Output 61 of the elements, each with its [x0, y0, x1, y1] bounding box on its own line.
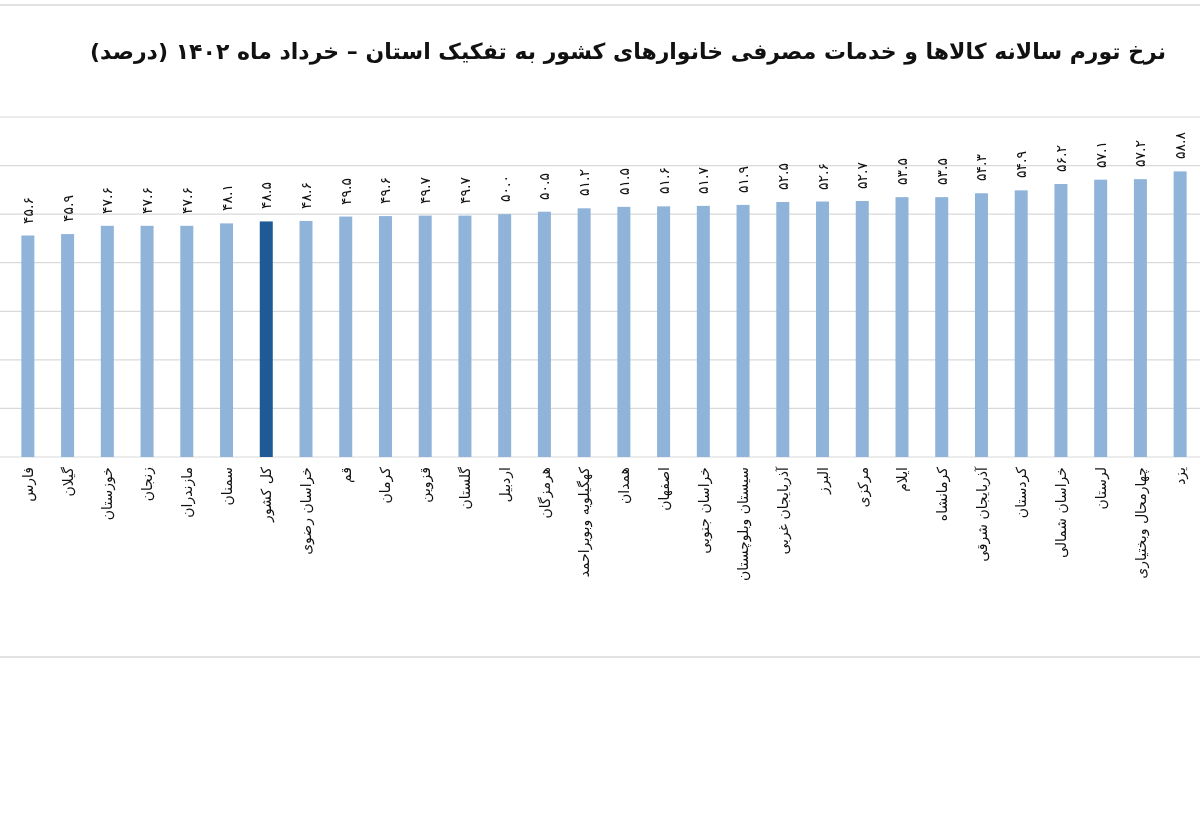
data-label: ۴۹.۶ — [377, 177, 394, 205]
data-label: ۵۰.۵ — [536, 172, 553, 200]
data-label: ۴۹.۷ — [456, 176, 473, 204]
x-tick-label: قم — [337, 467, 354, 484]
x-tick-label: کرمان — [377, 467, 394, 504]
x-tick-label: گیلان — [59, 467, 76, 497]
data-label: ۵۳.۵ — [933, 158, 950, 186]
x-tick-label: خراسان رضوی — [298, 467, 314, 555]
data-label: ۵۲.۵ — [774, 162, 791, 190]
x-tick-label: مرکزی — [854, 467, 871, 508]
data-label: ۵۸.۸ — [1172, 132, 1189, 160]
data-label: ۵۰.۰ — [496, 175, 513, 203]
data-label: ۴۵.۶ — [19, 196, 36, 224]
data-label: ۴۹.۷ — [417, 176, 434, 204]
x-tick-label: گلستان — [456, 467, 473, 510]
data-label: ۵۳.۵ — [894, 158, 910, 186]
data-label: ۴۵.۹ — [59, 195, 76, 223]
x-tick-label: لرستان — [1092, 467, 1109, 510]
data-label: ۴۸.۶ — [298, 181, 314, 209]
x-tick-label: خوزستان — [99, 467, 116, 521]
data-label: ۴۷.۶ — [99, 186, 116, 214]
data-label: ۵۱.۲ — [576, 169, 593, 197]
x-tick-label: هرمزگان — [536, 467, 553, 519]
x-tick-label: آذربایجان شرقی — [973, 467, 990, 562]
data-label: ۴۷.۶ — [139, 186, 156, 214]
x-tick-label: سیستان وبلوچستان — [735, 467, 752, 582]
x-tick-label: اصفهان — [655, 467, 672, 511]
x-tick-label: کردستان — [1013, 467, 1030, 519]
data-label: ۵۲.۶ — [814, 162, 831, 190]
x-tick-label: کهگیلویه وبویراحمد — [576, 467, 593, 578]
data-label: ۵۱.۵ — [615, 167, 632, 195]
data-label: ۵۱.۶ — [655, 167, 672, 195]
data-label: ۵۱.۹ — [735, 165, 752, 193]
x-tick-label: همدان — [615, 467, 632, 504]
data-label: ۴۷.۶ — [178, 186, 195, 214]
x-tick-label: البرز — [814, 467, 831, 494]
x-tick-label: ایلام — [894, 467, 910, 492]
data-label: ۴۸.۱ — [218, 184, 235, 212]
data-label: ۵۲.۷ — [854, 162, 871, 190]
data-label: ۵۷.۱ — [1092, 140, 1109, 168]
x-tick-label: یزد — [1172, 467, 1189, 485]
data-label: ۴۹.۵ — [337, 177, 354, 205]
x-tick-label: خراسان شمالی — [1052, 467, 1069, 559]
data-label: ۵۶.۲ — [1052, 145, 1069, 173]
x-tick-label: چهارمحال وبختیاری — [1132, 467, 1149, 579]
x-tick-label: فارس — [19, 467, 36, 502]
x-tick-label: آذربایجان غربی — [774, 467, 791, 555]
data-label: ۵۱.۷ — [695, 166, 712, 194]
data-label: ۵۷.۲ — [1132, 140, 1149, 168]
x-tick-label: زنجان — [139, 467, 156, 502]
x-tick-label: اردبیل — [496, 467, 513, 503]
data-label: ۵۴.۹ — [1013, 151, 1030, 179]
data-label: ۵۴.۳ — [973, 154, 990, 182]
chart-title: نرخ تورم سالانه کالاها و خدمات مصرفی خانوارهای کشور به تفکیک استان – خرداد ماه ۱۴۰۲ (درصد) — [88, 38, 1166, 66]
data-label: ۴۸.۵ — [258, 182, 275, 210]
x-tick-label: کل کشور — [258, 467, 275, 522]
x-tick-label: خراسان جنوبی — [695, 467, 712, 554]
x-tick-label: سمنان — [218, 467, 235, 506]
x-tick-label: کرمانشاه — [933, 467, 950, 522]
x-tick-label: مازندران — [178, 467, 195, 518]
x-tick-label: قزوین — [417, 467, 434, 503]
